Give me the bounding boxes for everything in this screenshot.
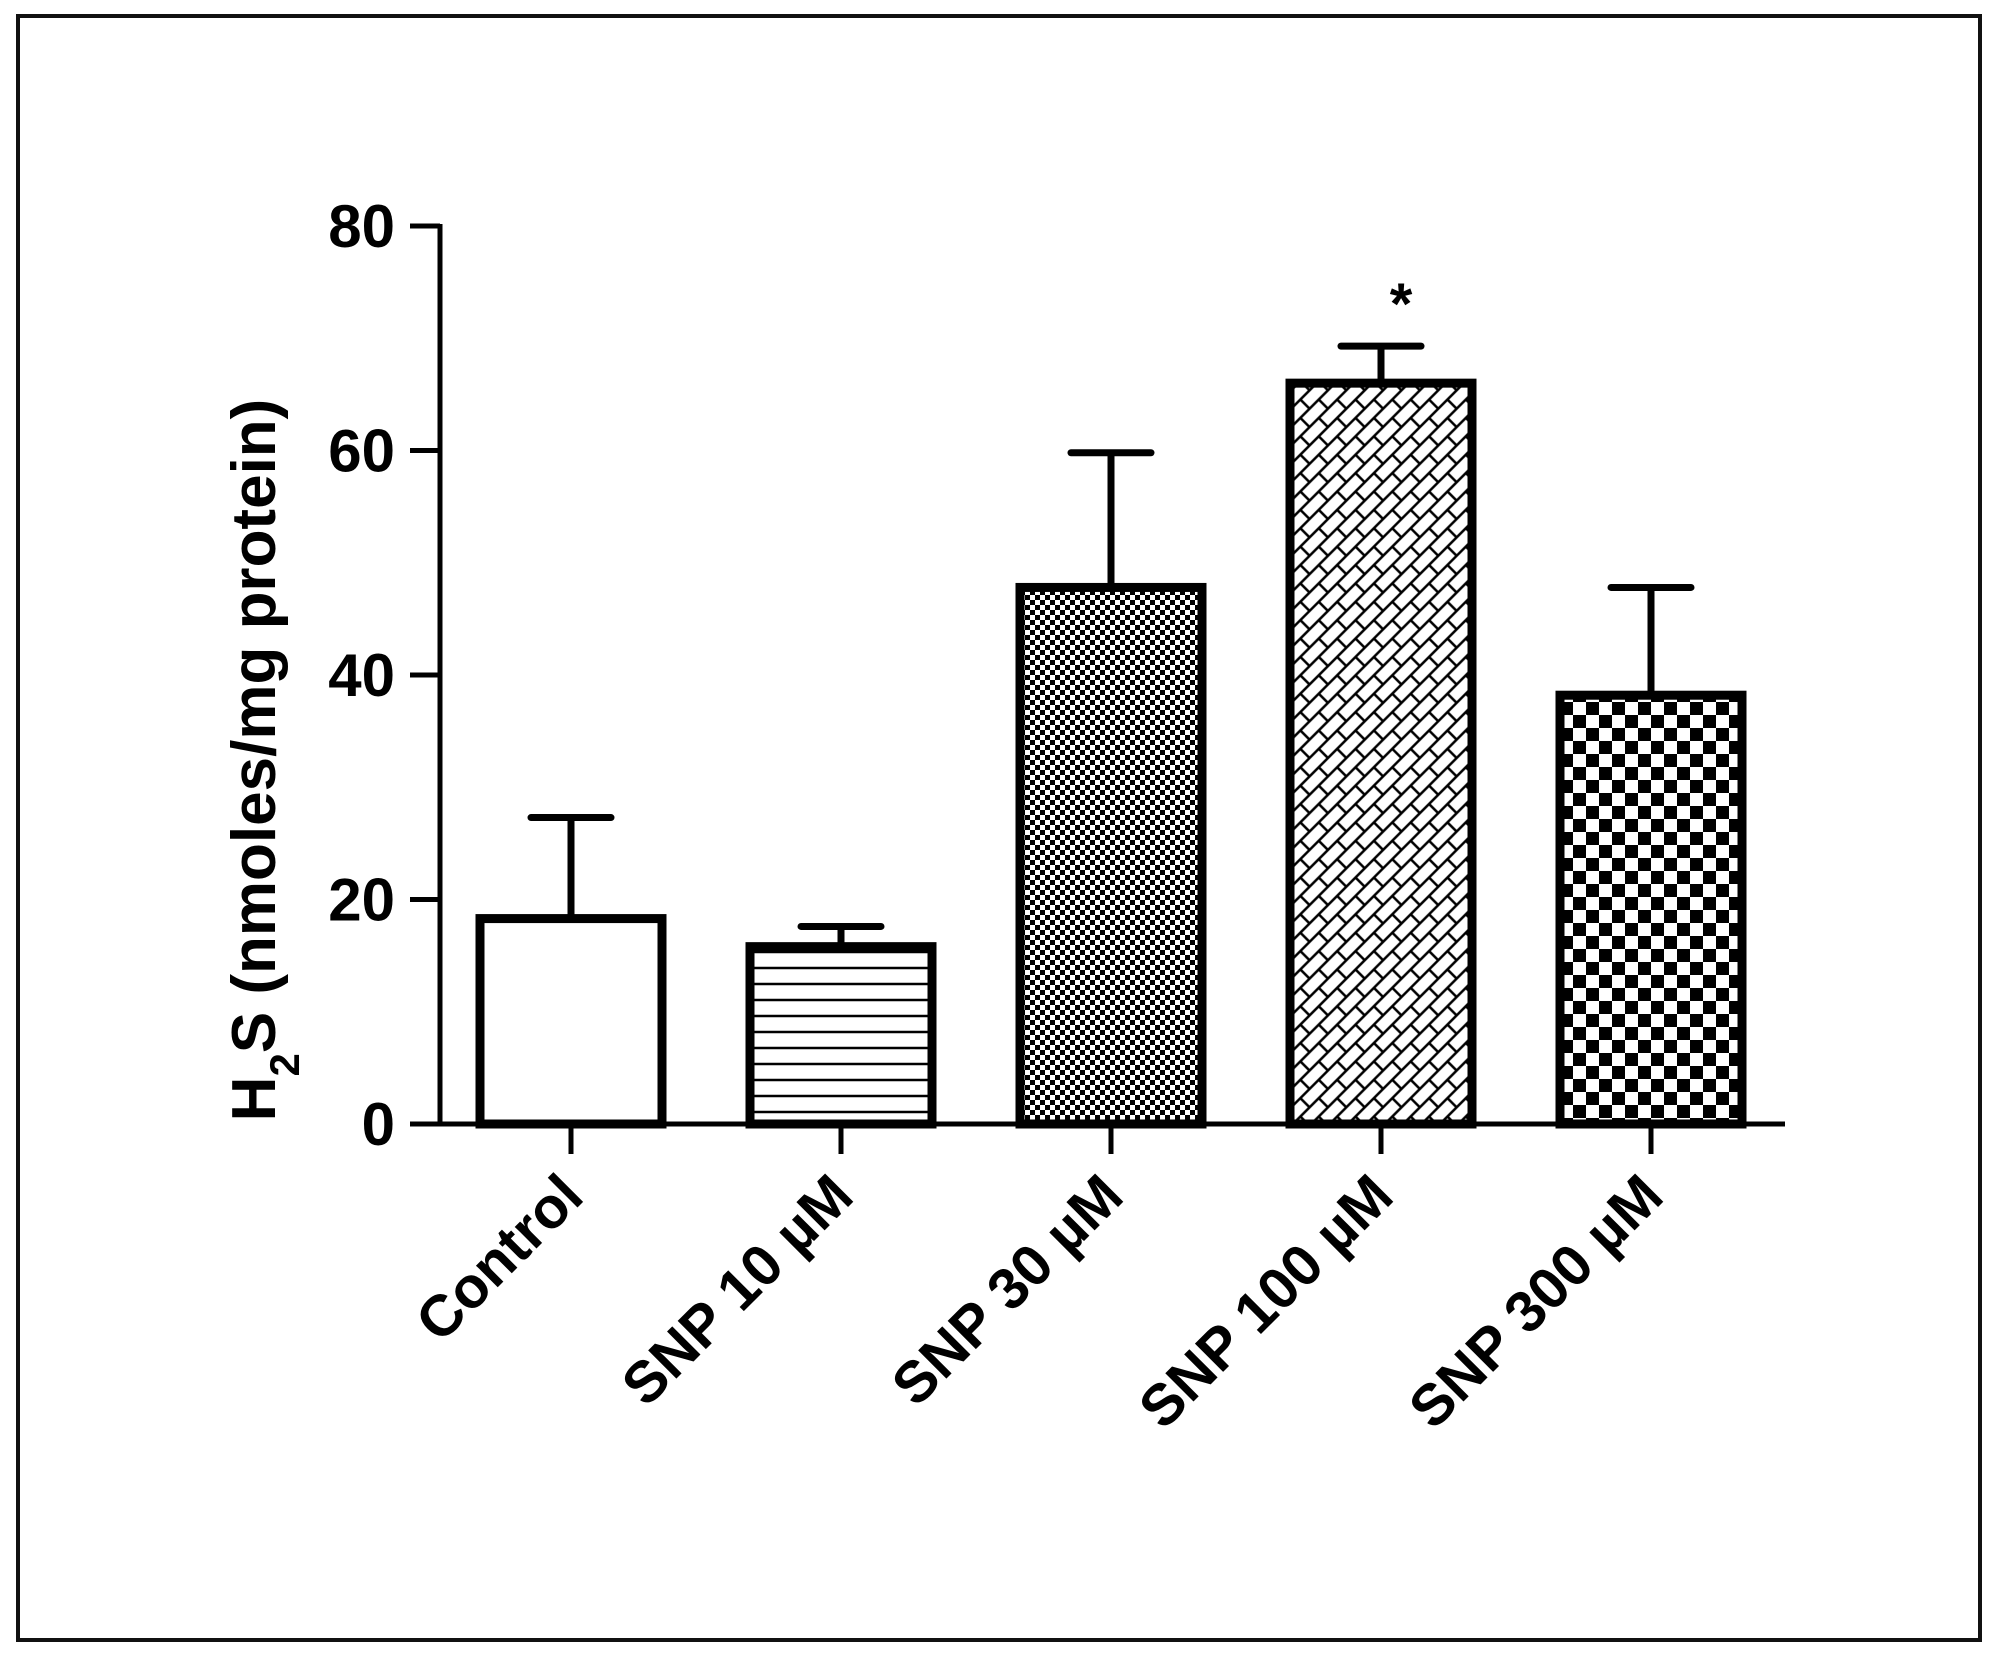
- y-axis-title-subscript: 2: [261, 1053, 308, 1076]
- bar-2: [1015, 582, 1207, 1129]
- y-axis-title: H2S (nmoles/mg protein): [220, 399, 308, 1122]
- significance-marker: *: [1390, 272, 1413, 337]
- error-bars-layer: [527, 342, 1695, 947]
- x-tick-label: SNP 100 µM: [1127, 1162, 1406, 1441]
- bar-1: [745, 942, 937, 1129]
- x-tick-label: SNP 300 µM: [1397, 1162, 1676, 1441]
- y-ticks-layer: 0 20 40 60 80: [328, 193, 440, 1158]
- y-tick-label: 0: [362, 1091, 395, 1158]
- x-tick-label: SNP 10 µM: [609, 1162, 865, 1418]
- x-tick-label: SNP 30 µM: [879, 1162, 1135, 1418]
- y-axis-title-suffix: S (nmoles/mg protein): [220, 399, 289, 1053]
- annotations-layer: *: [1390, 272, 1413, 337]
- y-tick-label: 60: [328, 418, 395, 485]
- x-tick-label: Control: [403, 1162, 595, 1354]
- bar-0: [475, 914, 667, 1129]
- y-axis-title-prefix: H: [220, 1077, 289, 1122]
- y-tick-label: 40: [328, 642, 395, 709]
- y-tick-label: 20: [328, 867, 395, 934]
- bar-3: [1285, 378, 1477, 1129]
- bar-4: [1555, 690, 1747, 1129]
- y-tick-label: 80: [328, 193, 395, 260]
